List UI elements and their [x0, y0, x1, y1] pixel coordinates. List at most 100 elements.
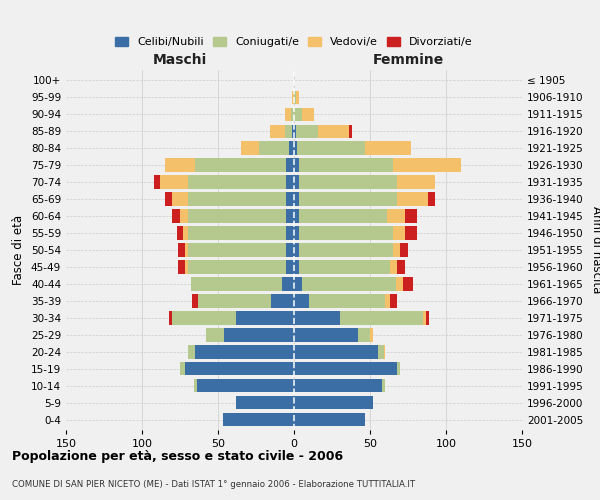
Bar [397, 362, 400, 376]
Y-axis label: Fasce di età: Fasce di età [13, 215, 25, 285]
Bar [302, 108, 314, 121]
Bar [294, 294, 309, 308]
Bar [178, 260, 185, 274]
Bar [286, 260, 294, 274]
Bar [294, 158, 299, 172]
Bar [396, 278, 403, 290]
Bar [294, 278, 302, 290]
Bar [426, 312, 429, 324]
Bar [282, 278, 294, 290]
Bar [188, 226, 286, 239]
Bar [188, 260, 286, 274]
Legend: Celibi/Nubili, Coniugati/e, Vedovi/e, Divorziati/e: Celibi/Nubili, Coniugati/e, Vedovi/e, Di… [111, 32, 477, 52]
Bar [194, 379, 197, 392]
Text: COMUNE DI SAN PIER NICETO (ME) - Dati ISTAT 1° gennaio 2006 - Elaborazione TUTTI: COMUNE DI SAN PIER NICETO (ME) - Dati IS… [12, 480, 415, 489]
Bar [405, 226, 417, 239]
Bar [296, 124, 319, 138]
Bar [393, 158, 461, 172]
Bar [377, 346, 383, 358]
Bar [160, 176, 188, 188]
Bar [286, 158, 294, 172]
Bar [165, 192, 172, 205]
Bar [294, 108, 302, 121]
Bar [285, 108, 291, 121]
Bar [428, 192, 436, 205]
Bar [197, 379, 294, 392]
Bar [292, 90, 294, 104]
Bar [294, 260, 299, 274]
Bar [236, 312, 294, 324]
Bar [195, 158, 286, 172]
Bar [299, 260, 390, 274]
Bar [299, 210, 387, 222]
Bar [294, 226, 299, 239]
Bar [358, 328, 370, 342]
Bar [188, 244, 286, 256]
Bar [188, 192, 286, 205]
Bar [294, 176, 299, 188]
Bar [286, 192, 294, 205]
Bar [299, 244, 393, 256]
Bar [294, 413, 365, 426]
Bar [291, 108, 294, 121]
Bar [294, 90, 296, 104]
Bar [206, 328, 224, 342]
Bar [382, 379, 385, 392]
Bar [296, 90, 299, 104]
Bar [289, 142, 294, 154]
Bar [192, 294, 198, 308]
Bar [403, 278, 413, 290]
Bar [294, 142, 297, 154]
Bar [294, 396, 373, 409]
Bar [172, 192, 188, 205]
Bar [294, 379, 382, 392]
Bar [299, 192, 397, 205]
Bar [302, 278, 396, 290]
Bar [286, 226, 294, 239]
Bar [269, 124, 285, 138]
Bar [241, 142, 259, 154]
Bar [188, 176, 286, 188]
Bar [271, 294, 294, 308]
Bar [397, 192, 428, 205]
Bar [185, 244, 188, 256]
Bar [185, 362, 294, 376]
Bar [294, 328, 358, 342]
Bar [294, 346, 377, 358]
Bar [383, 346, 385, 358]
Bar [188, 346, 195, 358]
Bar [393, 226, 405, 239]
Bar [340, 312, 423, 324]
Bar [309, 294, 385, 308]
Bar [188, 210, 286, 222]
Bar [294, 210, 299, 222]
Bar [405, 210, 417, 222]
Bar [319, 124, 349, 138]
Bar [191, 278, 282, 290]
Bar [349, 124, 352, 138]
Bar [286, 176, 294, 188]
Bar [294, 244, 299, 256]
Text: Popolazione per età, sesso e stato civile - 2006: Popolazione per età, sesso e stato civil… [12, 450, 343, 463]
Y-axis label: Anni di nascita: Anni di nascita [590, 206, 600, 294]
Bar [397, 176, 436, 188]
Text: Maschi: Maschi [153, 54, 207, 68]
Bar [169, 312, 172, 324]
Bar [198, 294, 271, 308]
Bar [178, 244, 185, 256]
Bar [180, 210, 188, 222]
Bar [259, 142, 289, 154]
Bar [172, 210, 180, 222]
Bar [387, 210, 405, 222]
Bar [183, 226, 188, 239]
Bar [294, 192, 299, 205]
Bar [390, 294, 397, 308]
Bar [365, 142, 411, 154]
Bar [299, 226, 393, 239]
Bar [294, 362, 397, 376]
Bar [423, 312, 426, 324]
Bar [397, 260, 405, 274]
Bar [285, 124, 292, 138]
Bar [286, 210, 294, 222]
Bar [297, 142, 365, 154]
